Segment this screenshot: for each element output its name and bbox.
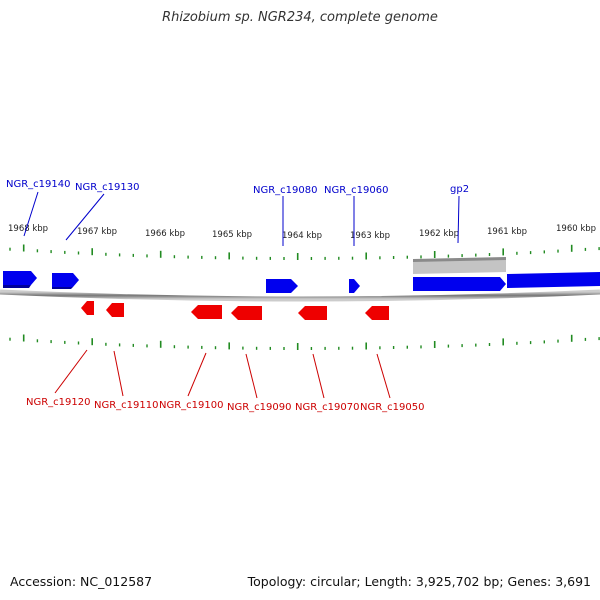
reverse-gene-NGR_c19090[interactable] <box>231 306 262 320</box>
gene-label[interactable]: NGR_c19050 <box>360 402 425 413</box>
scale-label: 1960 kbp <box>556 224 596 234</box>
forward-gene-NGR_c19130[interactable] <box>52 273 79 289</box>
reverse-gene-NGR_c19100[interactable] <box>191 305 222 319</box>
scale-label: 1961 kbp <box>487 227 527 237</box>
callout-line <box>23 191 39 237</box>
gene-label[interactable]: NGR_c19130 <box>75 182 140 193</box>
forward-gene-unlabeled-2[interactable] <box>507 272 600 288</box>
reverse-gene-NGR_c19120[interactable] <box>81 301 94 315</box>
callout-line <box>187 352 207 397</box>
gene-label[interactable]: NGR_c19110 <box>94 400 159 411</box>
scale-label: 1968 kbp <box>8 224 48 234</box>
top-tick-marks <box>9 244 600 260</box>
scale-label: 1966 kbp <box>145 229 185 239</box>
reverse-gene-NGR_c19070[interactable] <box>298 306 327 320</box>
scale-label: 1964 kbp <box>282 231 322 241</box>
genome-backbone <box>0 289 600 302</box>
forward-gene-NGR_c19060[interactable] <box>349 279 360 293</box>
callout-line <box>376 353 391 399</box>
scale-label: 1967 kbp <box>77 227 117 237</box>
callout-line <box>65 193 105 241</box>
forward-gene-unlabeled-1[interactable] <box>413 277 506 291</box>
forward-gene-NGR_c19140[interactable] <box>3 271 37 288</box>
accession-text: Accession: NC_012587 <box>10 574 153 589</box>
feature-gp2[interactable] <box>413 257 506 274</box>
reverse-gene-NGR_c19050[interactable] <box>365 306 389 320</box>
gene-label[interactable]: NGR_c19140 <box>6 179 71 190</box>
callout-line <box>113 350 124 397</box>
gene-label[interactable]: NGR_c19060 <box>324 185 389 196</box>
gene-label[interactable]: NGR_c19070 <box>295 402 360 413</box>
scale-label: 1965 kbp <box>212 230 252 240</box>
forward-gene-NGR_c19080[interactable] <box>266 279 298 293</box>
callout-line <box>245 353 258 399</box>
gene-label[interactable]: gp2 <box>450 184 469 195</box>
gene-label[interactable]: NGR_c19090 <box>227 402 292 413</box>
scale-label: 1962 kbp <box>419 229 459 239</box>
callout-line <box>54 349 88 394</box>
genome-summary-text: Topology: circular; Length: 3,925,702 bp… <box>247 574 591 589</box>
gene-label[interactable]: NGR_c19080 <box>253 185 318 196</box>
callout-line <box>312 353 325 399</box>
gene-label[interactable]: NGR_c19100 <box>159 400 224 411</box>
map-title: Rhizobium sp. NGR234, complete genome <box>162 10 438 25</box>
reverse-gene-NGR_c19110[interactable] <box>106 303 124 317</box>
bottom-tick-marks <box>9 334 600 350</box>
gene-label[interactable]: NGR_c19120 <box>26 397 91 408</box>
scale-label: 1963 kbp <box>350 231 390 241</box>
callout-line <box>457 195 460 244</box>
